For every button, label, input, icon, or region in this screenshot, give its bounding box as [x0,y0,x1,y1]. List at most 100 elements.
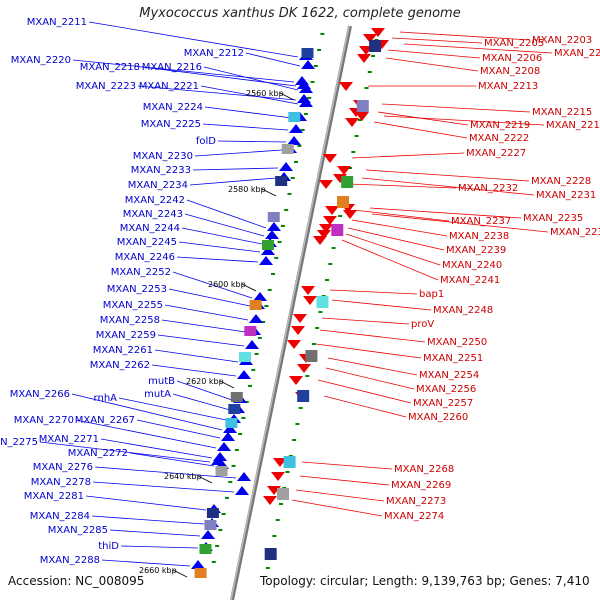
forward-gene-arrow[interactable] [235,486,249,495]
reverse-gene-arrow[interactable] [271,472,285,481]
reverse-gene-label[interactable]: MXAN_2269 [391,480,451,491]
reverse-gene-label[interactable]: MXAN_2241 [440,275,500,286]
reverse-gene-label[interactable]: MXAN_2205 [484,38,544,49]
forward-gene-label[interactable]: MXAN_2288 [40,555,100,566]
reverse-gene-label[interactable]: MXAN_2232 [458,183,518,194]
reverse-gene-arrow[interactable] [337,166,351,175]
forward-gene-arrow[interactable] [237,370,251,379]
forward-gene-label[interactable]: MXAN_2212 [184,48,244,59]
forward-gene-label[interactable]: MXAN_2261 [93,345,153,356]
reverse-gene-arrow[interactable] [319,224,333,233]
forward-gene-arrow[interactable] [253,292,267,301]
forward-gene-arrow[interactable] [223,424,237,433]
forward-gene-label[interactable]: MXAN_2272 [68,448,128,459]
reverse-gene-label[interactable]: MXAN_2248 [433,305,493,316]
reverse-gene-label[interactable]: MXAN_2257 [413,398,473,409]
forward-gene-label[interactable]: MXAN_2262 [90,360,150,371]
forward-gene-label[interactable]: MXAN_2267 [75,415,135,426]
reverse-gene-label[interactable]: MXAN_2228 [531,176,591,187]
reverse-gene-label[interactable]: MXAN_2231 [536,190,596,201]
forward-gene-label[interactable]: MXAN_2255 [103,300,163,311]
forward-gene-arrow[interactable] [261,246,275,255]
reverse-gene-label[interactable]: MXAN_2222 [469,133,529,144]
reverse-gene-label[interactable]: bap1 [419,289,444,300]
reverse-gene-label[interactable]: MXAN_2250 [427,337,487,348]
reverse-gene-arrow[interactable] [313,236,327,245]
reverse-gene-arrow[interactable] [323,154,337,163]
forward-gene-label[interactable]: rnhA [94,393,118,404]
reverse-gene-arrow[interactable] [293,314,307,323]
forward-gene-arrow[interactable] [245,340,259,349]
forward-gene-label[interactable]: MXAN_2266 [10,389,70,400]
reverse-gene-label[interactable]: MXAN_2204 [554,48,600,59]
forward-gene-arrow[interactable] [279,162,293,171]
forward-gene-label[interactable]: mutB [148,376,175,387]
reverse-gene-label[interactable]: MXAN_2227 [466,148,526,159]
reverse-gene-arrow[interactable] [273,458,287,467]
reverse-gene-arrow[interactable] [301,286,315,295]
reverse-gene-label[interactable]: MXAN_2219 [470,120,530,131]
reverse-gene-label[interactable]: MXAN_2254 [419,370,479,381]
reverse-gene-label[interactable]: MXAN_2206 [482,53,542,64]
forward-gene-label[interactable]: MXAN_2278 [31,477,91,488]
forward-gene-arrow[interactable] [301,60,315,69]
forward-gene-arrow[interactable] [191,560,205,569]
forward-gene-label[interactable]: MXAN_2234 [128,180,188,191]
forward-gene-arrow[interactable] [201,530,215,539]
forward-gene-label[interactable]: MXAN_2220 [11,55,71,66]
reverse-gene-arrow[interactable] [355,112,369,121]
forward-gene-arrow[interactable] [287,136,301,145]
reverse-gene-label[interactable]: MXAN_2256 [416,384,476,395]
forward-gene-label[interactable]: thiD [98,541,119,552]
forward-gene-arrow[interactable] [217,442,231,451]
forward-gene-arrow[interactable] [221,432,235,441]
forward-gene-label[interactable]: folD [196,136,216,147]
forward-gene-label[interactable]: MXAN_2242 [125,195,185,206]
reverse-gene-arrow[interactable] [371,28,385,37]
reverse-gene-label[interactable]: MXAN_2239 [446,245,506,256]
reverse-gene-label[interactable]: MXAN_2215 [532,107,592,118]
reverse-gene-label[interactable]: MXAN_2208 [480,66,540,77]
reverse-gene-label[interactable]: MXAN_2240 [442,260,502,271]
reverse-gene-arrow[interactable] [325,206,339,215]
reverse-gene-label[interactable]: MXAN_2274 [384,511,444,522]
reverse-gene-label[interactable]: MXAN_2268 [394,464,454,475]
reverse-gene-label[interactable]: proV [411,319,434,330]
forward-gene-label[interactable]: MXAN_2285 [48,525,108,536]
forward-gene-label[interactable]: MXAN_2281 [24,491,84,502]
forward-gene-label[interactable]: MXAN_2245 [117,237,177,248]
forward-gene-label[interactable]: MXAN_2230 [133,151,193,162]
forward-gene-label[interactable]: MXAN_2223 [76,81,136,92]
reverse-gene-arrow[interactable] [339,82,353,91]
forward-gene-arrow[interactable] [265,230,279,239]
forward-gene-arrow[interactable] [259,256,273,265]
reverse-gene-label[interactable]: MXAN_2251 [423,353,483,364]
forward-gene-label[interactable]: MXAN_2243 [123,209,183,220]
reverse-gene-label[interactable]: MXAN_2273 [386,496,446,507]
forward-gene-label[interactable]: MXAN_2276 [33,462,93,473]
reverse-gene-arrow[interactable] [357,54,371,63]
reverse-gene-arrow[interactable] [287,340,301,349]
forward-gene-arrow[interactable] [267,222,281,231]
reverse-gene-arrow[interactable] [343,210,357,219]
forward-gene-arrow[interactable] [299,98,313,107]
forward-gene-label[interactable]: MXAN_2259 [96,330,156,341]
reverse-gene-label[interactable]: MXAN_2237 [451,216,511,227]
forward-gene-label[interactable]: MXAN_2270 [14,415,74,426]
forward-gene-label[interactable]: MXAN_2252 [111,267,171,278]
forward-gene-label[interactable]: MXAN_2275 [0,437,38,448]
reverse-gene-label[interactable]: MXAN_2217 [546,120,600,131]
reverse-gene-arrow[interactable] [345,118,359,127]
reverse-gene-arrow[interactable] [297,364,311,373]
reverse-gene-arrow[interactable] [263,496,277,505]
forward-gene-label[interactable]: MXAN_2211 [27,17,87,28]
reverse-gene-arrow[interactable] [317,230,331,239]
reverse-gene-arrow[interactable] [319,180,333,189]
reverse-gene-arrow[interactable] [303,296,317,305]
reverse-gene-label[interactable]: MXAN_2203 [532,35,592,46]
reverse-gene-label[interactable]: MXAN_2238 [449,231,509,242]
forward-gene-label[interactable]: MXAN_2225 [141,119,201,130]
forward-gene-label[interactable]: MXAN_2284 [30,511,90,522]
forward-gene-label[interactable]: MXAN_2258 [100,315,160,326]
forward-gene-label[interactable]: MXAN_2253 [107,284,167,295]
